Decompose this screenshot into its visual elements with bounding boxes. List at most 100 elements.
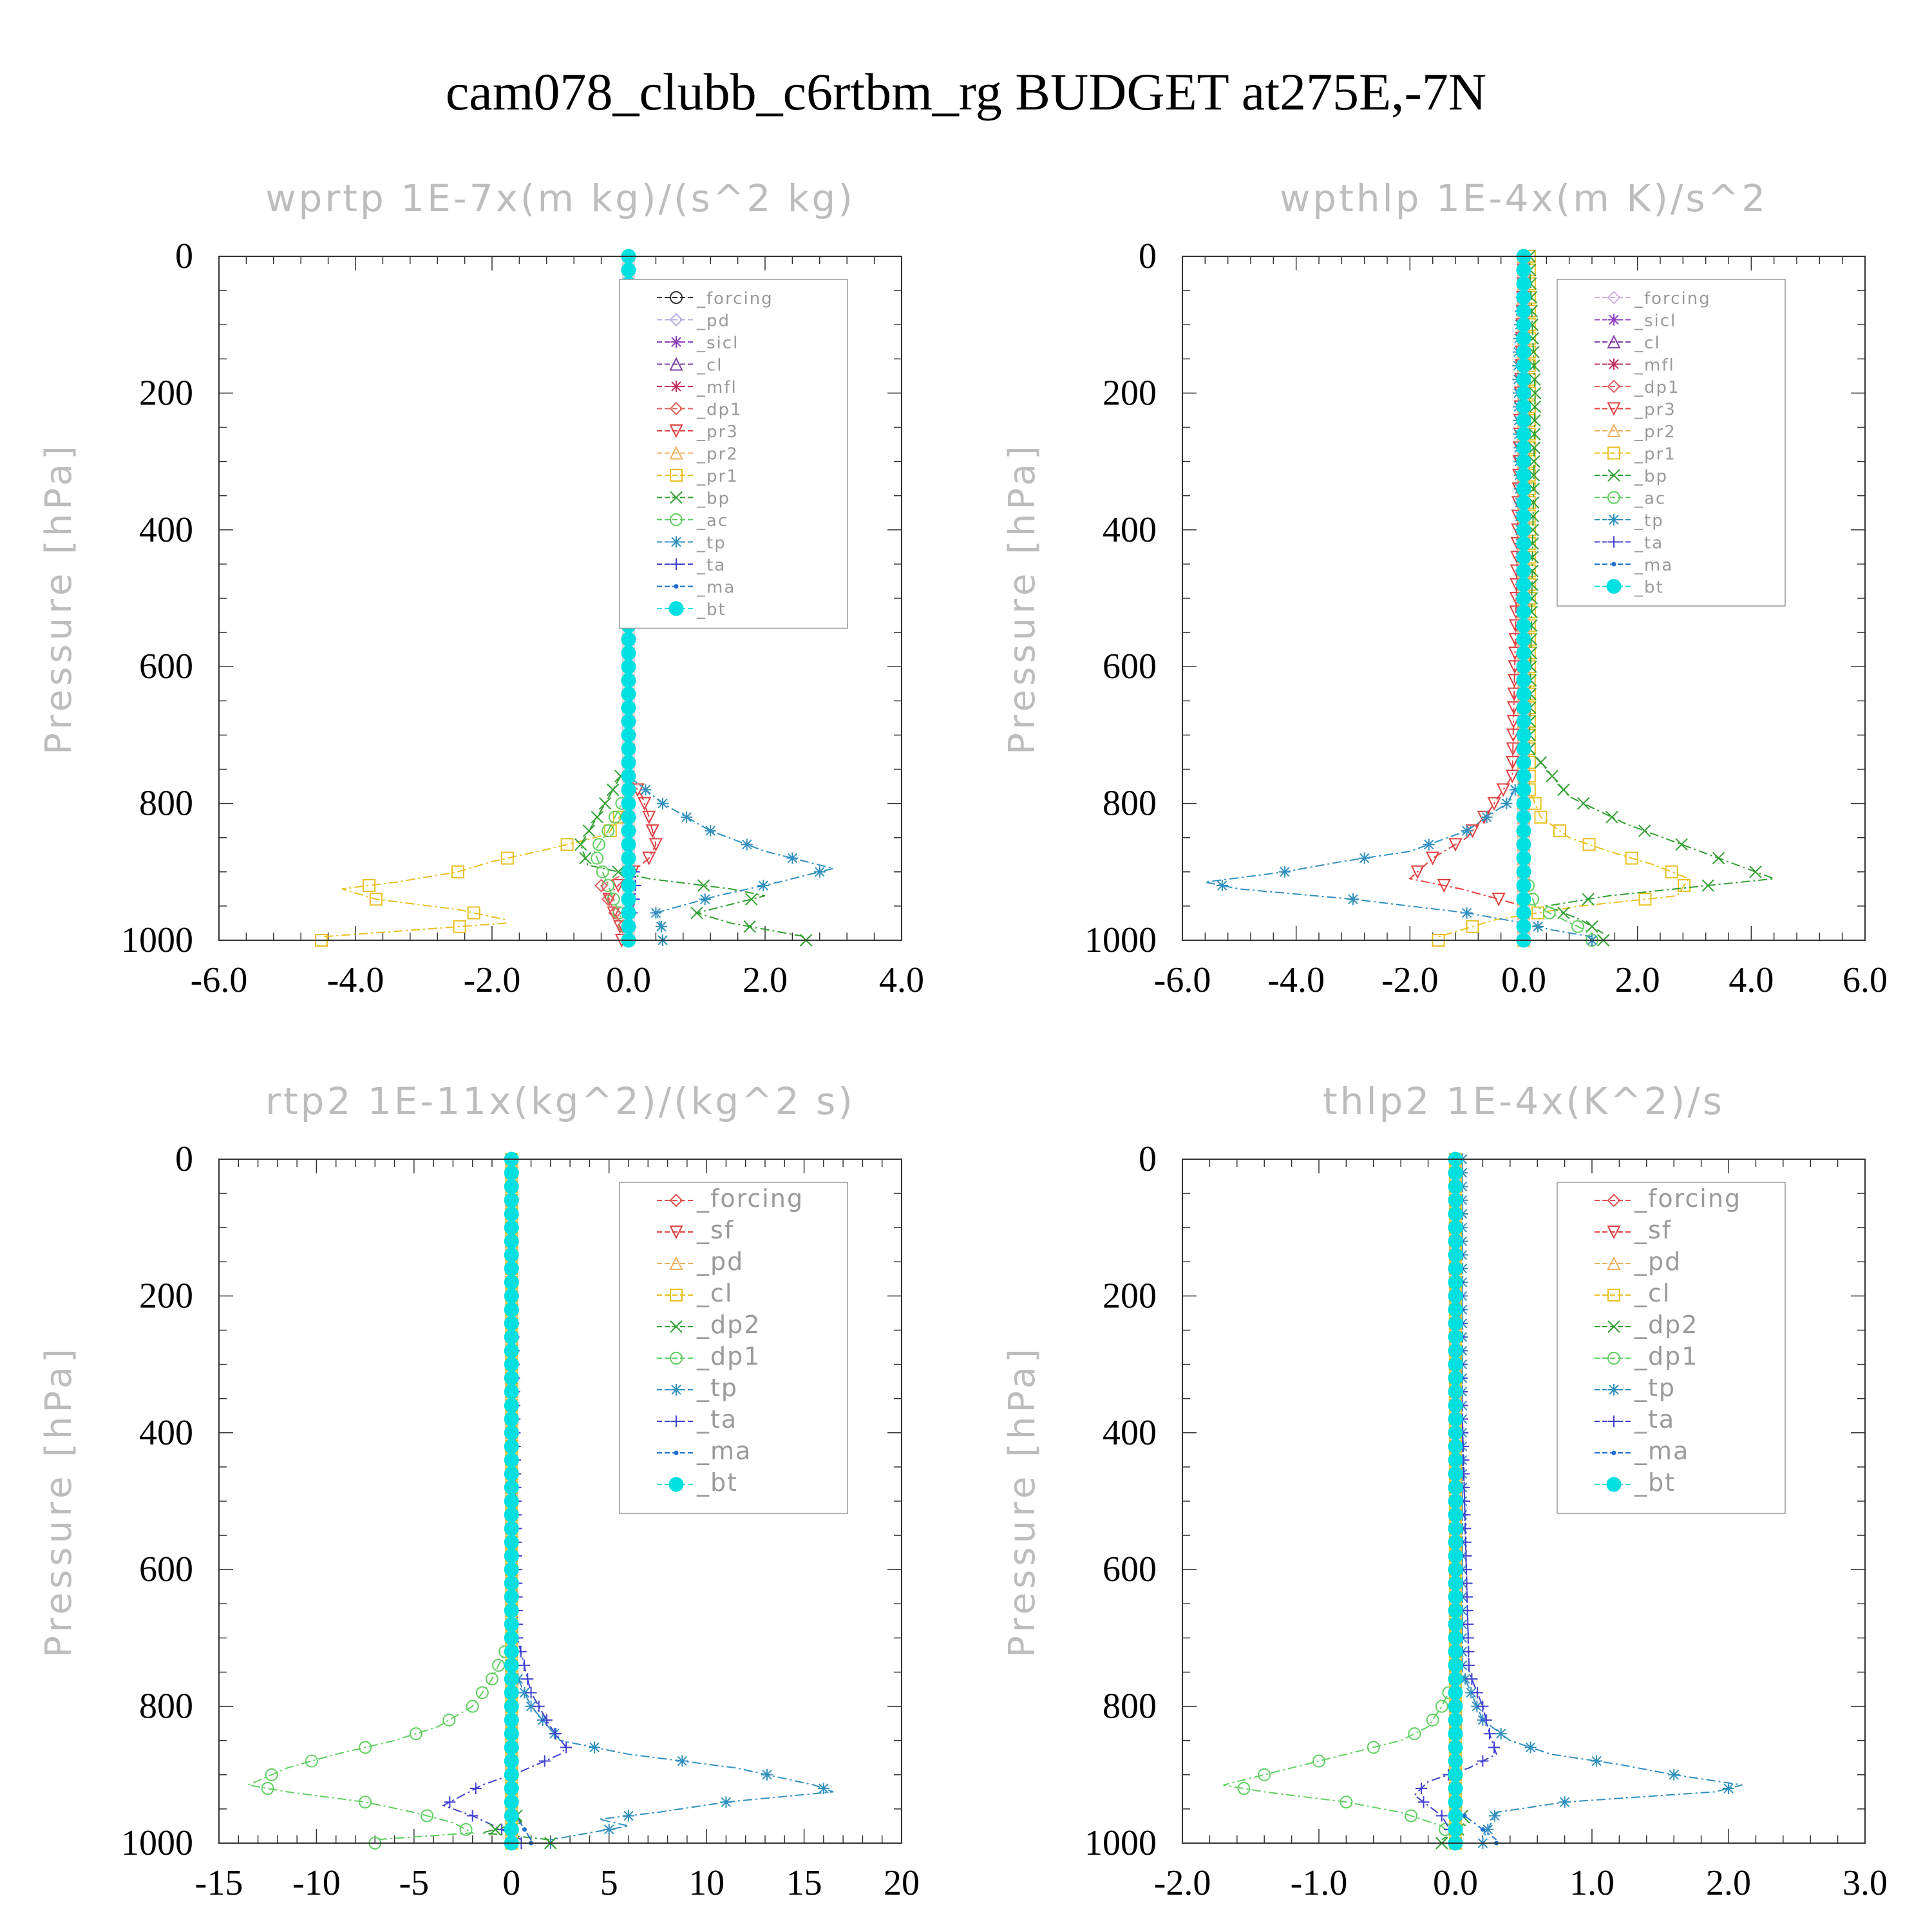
data-point xyxy=(1528,455,1540,468)
zero-point xyxy=(1516,687,1531,702)
x-tick-label: 0.0 xyxy=(606,960,651,1000)
legend-label: _mfl xyxy=(696,378,737,397)
zero-point xyxy=(1448,1466,1463,1482)
data-point xyxy=(1448,838,1463,852)
zero-point xyxy=(504,1247,519,1263)
zero-point xyxy=(1448,1739,1463,1755)
legend-entry: _forcing xyxy=(657,289,772,308)
data-point xyxy=(1347,893,1359,905)
zero-point xyxy=(504,1808,519,1824)
legend-marker xyxy=(1608,1384,1620,1396)
zero-point xyxy=(504,1794,519,1810)
legend-label: _ma xyxy=(1634,1437,1689,1465)
data-point xyxy=(1571,920,1584,933)
series-line xyxy=(1223,1159,1456,1841)
legend-label: _bt xyxy=(1634,1468,1676,1497)
zero-point xyxy=(1448,1726,1463,1741)
y-tick-label: 400 xyxy=(139,510,193,550)
data-point xyxy=(1668,1768,1680,1781)
data-point xyxy=(1495,1728,1507,1740)
legend-marker xyxy=(669,357,683,371)
zero-point xyxy=(1516,509,1531,524)
zero-point xyxy=(504,1685,519,1700)
x-tick-label: 15 xyxy=(786,1863,822,1903)
y-tick-label: 600 xyxy=(139,1549,193,1589)
zero-point xyxy=(1448,1247,1463,1263)
data-point xyxy=(639,784,652,796)
legend-entry: _dp1 xyxy=(1595,378,1679,397)
data-point xyxy=(720,1796,732,1808)
data-point xyxy=(1340,1795,1353,1809)
data-point xyxy=(1577,797,1590,810)
zero-point xyxy=(1516,604,1531,620)
legend-box xyxy=(1557,1182,1786,1514)
zero-point xyxy=(621,755,636,770)
zero-point xyxy=(621,878,636,893)
legend-marker xyxy=(1607,1226,1621,1240)
legend-entry: _ta xyxy=(657,556,724,575)
data-point xyxy=(489,1823,502,1836)
zero-point xyxy=(504,1603,519,1618)
data-point xyxy=(1534,810,1548,824)
legend-entry: _pr2 xyxy=(657,445,737,464)
data-point xyxy=(1557,783,1570,797)
legend-entry: _ma xyxy=(657,1437,750,1465)
legend-marker xyxy=(1608,514,1620,526)
panel-title: thlp2 1E-4x(K^2)/s xyxy=(1323,1079,1725,1123)
zero-point xyxy=(1448,1412,1463,1427)
legend-label: _dp1 xyxy=(696,401,743,420)
plot-frame xyxy=(218,1159,902,1844)
data-point xyxy=(1461,1577,1473,1589)
series-group xyxy=(245,1151,834,1851)
data-point xyxy=(359,1795,372,1809)
zero-point xyxy=(504,1589,519,1605)
zero-point xyxy=(1516,522,1531,538)
x-tick-label: -4.0 xyxy=(327,960,384,1000)
zero-point xyxy=(621,796,636,811)
zero-point xyxy=(1516,810,1531,825)
y-tick-label: 0 xyxy=(1139,1139,1157,1179)
data-point xyxy=(560,1741,573,1754)
x-tick-label: 10 xyxy=(688,1863,724,1903)
zero-point xyxy=(504,1206,519,1222)
zero-point xyxy=(1516,468,1531,483)
data-point xyxy=(1723,1783,1734,1795)
legend-label: _ta xyxy=(1634,1405,1675,1434)
data-point xyxy=(1528,359,1540,372)
legend-marker xyxy=(1606,579,1622,594)
zero-point xyxy=(504,1699,519,1714)
data-point xyxy=(1712,851,1725,865)
data-point xyxy=(1492,893,1506,907)
zero-point xyxy=(1448,1507,1463,1522)
zero-point xyxy=(504,1302,519,1318)
zero-point xyxy=(1516,495,1531,510)
zero-point xyxy=(1448,1671,1463,1687)
zero-point xyxy=(1516,577,1531,592)
plot-frame xyxy=(1182,1159,1866,1844)
zero-point xyxy=(1448,1329,1463,1345)
y-tick-label: 200 xyxy=(1103,1276,1157,1316)
data-point xyxy=(1465,1687,1477,1699)
legend-label: _ac xyxy=(696,511,728,531)
series-line xyxy=(1461,1159,1743,1841)
data-point xyxy=(642,810,656,825)
data-point xyxy=(1437,879,1451,893)
y-tick-label: 1000 xyxy=(1084,920,1157,960)
zero-point xyxy=(621,905,636,921)
zero-point xyxy=(621,919,636,934)
legend-label: _dp2 xyxy=(696,1311,761,1339)
zero-point xyxy=(504,1370,519,1386)
legend-label: _forcing xyxy=(1634,289,1711,308)
zero-point xyxy=(1448,1233,1463,1249)
legend-label: _bt xyxy=(1634,578,1664,598)
legend-marker xyxy=(669,424,683,439)
zero-point xyxy=(1516,413,1531,428)
legend-marker xyxy=(1607,469,1620,482)
y-tick-label: 200 xyxy=(139,373,193,413)
zero-point xyxy=(1516,276,1531,291)
data-point xyxy=(1237,1782,1251,1795)
data-point xyxy=(1423,838,1435,851)
zero-point xyxy=(1448,1370,1463,1386)
zero-point xyxy=(621,837,636,852)
